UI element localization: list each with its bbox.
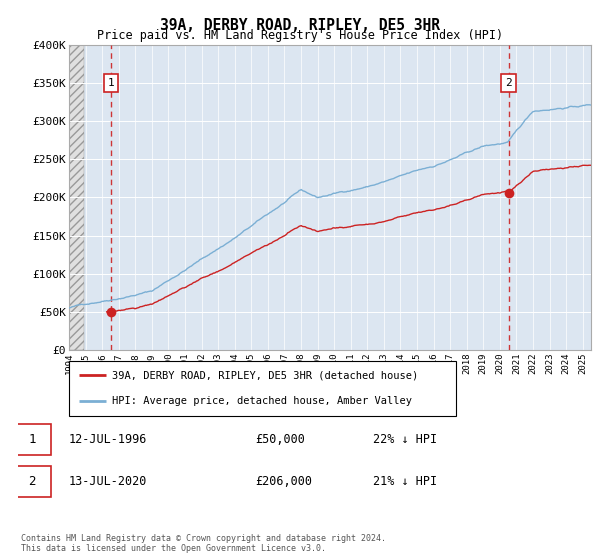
- Text: Price paid vs. HM Land Registry's House Price Index (HPI): Price paid vs. HM Land Registry's House …: [97, 29, 503, 42]
- Text: £206,000: £206,000: [255, 475, 312, 488]
- Text: 13-JUL-2020: 13-JUL-2020: [69, 475, 147, 488]
- FancyBboxPatch shape: [13, 466, 51, 497]
- Text: 39A, DERBY ROAD, RIPLEY, DE5 3HR: 39A, DERBY ROAD, RIPLEY, DE5 3HR: [160, 18, 440, 33]
- Text: 1: 1: [107, 78, 115, 88]
- Text: 2: 2: [505, 78, 512, 88]
- Text: Contains HM Land Registry data © Crown copyright and database right 2024.
This d: Contains HM Land Registry data © Crown c…: [21, 534, 386, 553]
- Text: 12-JUL-1996: 12-JUL-1996: [69, 433, 147, 446]
- Text: 39A, DERBY ROAD, RIPLEY, DE5 3HR (detached house): 39A, DERBY ROAD, RIPLEY, DE5 3HR (detach…: [112, 371, 418, 380]
- Text: 21% ↓ HPI: 21% ↓ HPI: [373, 475, 437, 488]
- Bar: [69, 45, 84, 350]
- Text: 2: 2: [28, 475, 36, 488]
- Text: HPI: Average price, detached house, Amber Valley: HPI: Average price, detached house, Ambe…: [112, 396, 412, 405]
- Text: £50,000: £50,000: [255, 433, 305, 446]
- FancyBboxPatch shape: [13, 424, 51, 455]
- Text: 22% ↓ HPI: 22% ↓ HPI: [373, 433, 437, 446]
- FancyBboxPatch shape: [69, 361, 456, 416]
- Text: 1: 1: [28, 433, 36, 446]
